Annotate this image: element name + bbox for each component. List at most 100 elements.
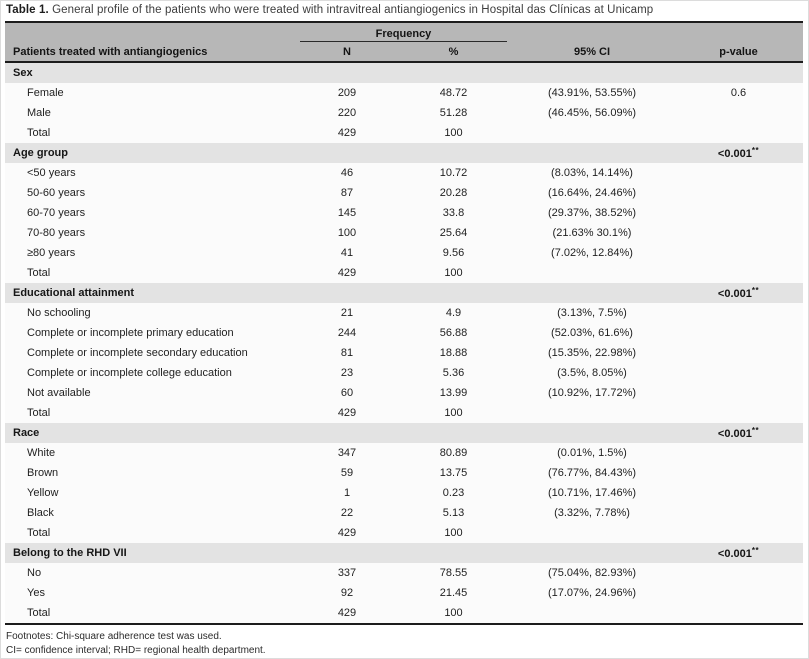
table-row: Yes 92 21.45 (17.07%, 24.96%) bbox=[5, 583, 803, 603]
row-n: 60 bbox=[340, 387, 354, 399]
pvalue-significance-asterisks: ** bbox=[751, 146, 760, 155]
row-ci: (0.01%, 1.5%) bbox=[557, 447, 627, 459]
row-label: No bbox=[27, 567, 42, 579]
row-label: Not available bbox=[27, 387, 91, 399]
row-label: White bbox=[27, 447, 56, 459]
table-row: Yellow 1 0.23 (10.71%, 17.46%) bbox=[5, 483, 803, 503]
table-row: 50-60 years 87 20.28 (16.64%, 24.46%) bbox=[5, 183, 803, 203]
pvalue-text: <0.001 bbox=[717, 288, 752, 300]
row-n: 92 bbox=[340, 587, 354, 599]
row-n: 81 bbox=[340, 347, 354, 359]
column-header-n: N bbox=[343, 45, 351, 58]
section-row: Educational attainment <0.001** bbox=[5, 283, 803, 303]
table-caption: Table 1. General profile of the patients… bbox=[0, 0, 809, 21]
patients-table: Frequency Patients treated with antiangi… bbox=[5, 21, 803, 625]
section-row: Race <0.001** bbox=[5, 423, 803, 443]
pvalue-significance-asterisks: ** bbox=[751, 286, 760, 295]
table-row: Total 429 100 bbox=[5, 603, 803, 623]
row-ci: (7.02%, 12.84%) bbox=[551, 247, 633, 259]
row-percent: 10.72 bbox=[439, 167, 468, 179]
row-percent: 100 bbox=[444, 127, 463, 139]
row-percent: 51.28 bbox=[439, 107, 468, 119]
row-percent: 100 bbox=[444, 527, 463, 539]
row-n: 87 bbox=[340, 187, 354, 199]
row-n: 145 bbox=[337, 207, 357, 219]
row-percent: 25.64 bbox=[439, 227, 468, 239]
column-header-ci: 95% CI bbox=[573, 45, 611, 58]
row-percent: 5.13 bbox=[442, 507, 465, 519]
footnote-test: Footnotes: Chi-square adherence test was… bbox=[6, 631, 222, 642]
table-body: Sex Female 209 48.72 (43.91%, 53.55%) 0.6 Male… bbox=[5, 63, 803, 623]
frequency-spanner: Frequency bbox=[300, 28, 507, 42]
row-ci: (75.04%, 82.93%) bbox=[547, 567, 637, 579]
row-label: Complete or incomplete secondary educati… bbox=[27, 347, 248, 359]
table-row: Complete or incomplete college education… bbox=[5, 363, 803, 383]
row-n: 429 bbox=[337, 267, 357, 279]
row-label: Yellow bbox=[27, 487, 59, 499]
row-ci: (15.35%, 22.98%) bbox=[547, 347, 637, 359]
column-header-percent: % bbox=[448, 45, 459, 58]
row-percent: 48.72 bbox=[439, 87, 468, 99]
section-row: Sex bbox=[5, 63, 803, 83]
row-ci: (46.45%, 56.09%) bbox=[547, 107, 637, 119]
row-label: 50-60 years bbox=[27, 187, 86, 199]
table-row: Total 429 100 bbox=[5, 123, 803, 143]
row-n: 59 bbox=[340, 467, 354, 479]
row-percent: 20.28 bbox=[439, 187, 468, 199]
table-row: Total 429 100 bbox=[5, 263, 803, 283]
row-ci: (3.13%, 7.5%) bbox=[557, 307, 627, 319]
row-ci: (76.77%, 84.43%) bbox=[547, 467, 637, 479]
row-percent: 21.45 bbox=[439, 587, 468, 599]
row-percent: 0.23 bbox=[442, 487, 465, 499]
row-label: ≥80 years bbox=[27, 247, 76, 259]
row-n: 23 bbox=[340, 367, 354, 379]
row-percent: 100 bbox=[444, 607, 463, 619]
pvalue-text: <0.001 bbox=[717, 548, 752, 560]
row-label: 70-80 years bbox=[27, 227, 86, 239]
section-pvalue-cell: <0.001** bbox=[674, 146, 803, 160]
table-header-columns-row: Patients treated with antiangiogenics N … bbox=[5, 42, 803, 61]
table-row: No 337 78.55 (75.04%, 82.93%) bbox=[5, 563, 803, 583]
section-label: Belong to the RHD VII bbox=[13, 547, 127, 559]
footnote-abbreviations: CI= confidence interval; RHD= regional h… bbox=[6, 644, 266, 656]
section-label: Sex bbox=[13, 67, 33, 79]
row-label: Complete or incomplete college education bbox=[27, 367, 232, 379]
row-label: Male bbox=[27, 107, 51, 119]
table-row: Complete or incomplete secondary educati… bbox=[5, 343, 803, 363]
row-percent: 78.55 bbox=[439, 567, 468, 579]
row-percent: 5.36 bbox=[442, 367, 465, 379]
row-ci: (3.32%, 7.78%) bbox=[554, 507, 630, 519]
table-row: <50 years 46 10.72 (8.03%, 14.14%) bbox=[5, 163, 803, 183]
row-percent: 13.75 bbox=[439, 467, 468, 479]
row-label: Yes bbox=[27, 587, 45, 599]
row-ci: (17.07%, 24.96%) bbox=[547, 587, 637, 599]
row-label: Complete or incomplete primary education bbox=[27, 327, 234, 339]
row-n: 41 bbox=[340, 247, 354, 259]
table-row: Black 22 5.13 (3.32%, 7.78%) bbox=[5, 503, 803, 523]
section-pvalue-cell: <0.001** bbox=[674, 546, 803, 560]
row-label: Total bbox=[27, 267, 51, 279]
row-label: Total bbox=[27, 407, 51, 419]
section-row: Belong to the RHD VII <0.001** bbox=[5, 543, 803, 563]
row-ci: (52.03%, 61.6%) bbox=[551, 327, 633, 339]
row-n: 429 bbox=[337, 607, 357, 619]
row-label: Total bbox=[27, 127, 51, 139]
section-label: Race bbox=[13, 427, 40, 439]
row-label: No schooling bbox=[27, 307, 91, 319]
row-percent: 56.88 bbox=[439, 327, 468, 339]
row-ci: (21.63% 30.1%) bbox=[552, 227, 632, 239]
row-label: Total bbox=[27, 607, 51, 619]
row-n: 337 bbox=[337, 567, 357, 579]
table-header: Frequency Patients treated with antiangi… bbox=[5, 23, 803, 63]
row-n: 1 bbox=[343, 487, 351, 499]
table-caption-number: Table 1. bbox=[6, 4, 49, 16]
column-header-patients: Patients treated with antiangiogenics bbox=[13, 45, 208, 58]
row-ci: (29.37%, 38.52%) bbox=[547, 207, 637, 219]
row-n: 429 bbox=[337, 127, 357, 139]
row-percent: 80.89 bbox=[439, 447, 468, 459]
row-n: 209 bbox=[337, 87, 357, 99]
row-ci: (16.64%, 24.46%) bbox=[547, 187, 637, 199]
row-n: 244 bbox=[337, 327, 357, 339]
column-header-pvalue: p-value bbox=[719, 45, 758, 58]
row-label: <50 years bbox=[27, 167, 76, 179]
